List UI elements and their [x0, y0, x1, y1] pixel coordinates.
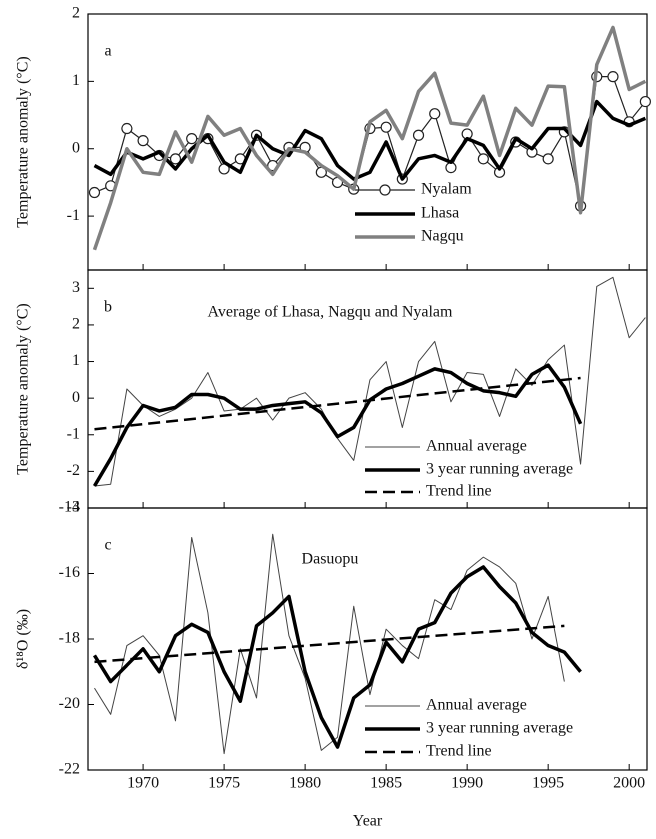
y-tick-label: 0: [72, 389, 80, 406]
series-marker: [380, 121, 392, 133]
x-axis-label: Year: [353, 813, 383, 830]
x-tick-label: 1980: [289, 775, 321, 792]
series-marker: [429, 108, 441, 120]
y-axis-label: δ¹⁸O (‰): [15, 609, 32, 669]
series-marker: [121, 122, 133, 135]
x-tick-label: 1995: [532, 775, 564, 792]
y-tick-label: -3: [67, 499, 80, 516]
panel-title: Dasuopu: [302, 551, 359, 568]
panel-label: a: [104, 43, 111, 60]
y-tick-label: 1: [72, 352, 80, 369]
x-tick-label: 1985: [370, 775, 402, 792]
legend-label: Trend line: [426, 483, 492, 500]
series-line: [94, 76, 646, 207]
y-tick-label: -18: [59, 630, 80, 647]
series-marker: [169, 153, 182, 165]
panel-title: Average of Lhasa, Nagqu and Nyalam: [208, 304, 453, 321]
y-tick-label: -1: [67, 207, 80, 224]
series-marker: [542, 153, 554, 165]
x-tick-label: 1970: [127, 775, 159, 792]
series-line: [93, 99, 647, 181]
y-tick-label: -1: [67, 425, 80, 442]
y-axis-label: Temperature anomaly (°C): [15, 56, 32, 227]
panel-label: c: [104, 537, 111, 554]
series-marker: [412, 129, 425, 141]
y-tick-label: -22: [59, 761, 80, 778]
series-marker: [477, 153, 489, 165]
series-marker: [137, 135, 149, 147]
legend-label: Nyalam: [421, 181, 472, 198]
y-tick-label: 2: [72, 316, 80, 333]
x-tick-label: 1990: [451, 775, 483, 792]
series-line: [94, 533, 565, 755]
y-tick-label: 1: [72, 72, 80, 89]
series-line: [94, 624, 565, 664]
legend-label: Nagqu: [421, 228, 464, 245]
legend-label: Trend line: [426, 743, 492, 760]
series-line: [92, 363, 583, 487]
series-line: [92, 25, 647, 251]
series-marker: [607, 71, 619, 83]
series-marker: [445, 162, 457, 174]
series-marker: [186, 133, 198, 145]
y-tick-label: 2: [72, 5, 80, 22]
y-tick-label: 3: [72, 279, 80, 296]
y-tick-label: -16: [59, 564, 80, 581]
panel-label: b: [104, 299, 112, 316]
series-marker: [88, 186, 101, 199]
legend-marker: [379, 184, 391, 196]
y-tick-label: -20: [59, 695, 80, 712]
legend-label: 3 year running average: [426, 461, 573, 478]
legend-label: Annual average: [426, 438, 527, 455]
legend-label: Annual average: [426, 697, 527, 714]
x-tick-label: 1975: [208, 775, 240, 792]
series-line: [92, 565, 582, 749]
legend-label: Lhasa: [421, 205, 459, 222]
series-line: [94, 276, 646, 487]
y-tick-label: -14: [59, 499, 80, 516]
legend-label: 3 year running average: [426, 720, 573, 737]
y-tick-label: 0: [72, 139, 80, 156]
y-tick-label: -2: [67, 462, 80, 479]
x-tick-label: 2000: [613, 775, 645, 792]
y-axis-label: Temperature anomaly (°C): [15, 303, 32, 474]
series-line: [94, 376, 581, 431]
series-marker: [639, 95, 651, 108]
